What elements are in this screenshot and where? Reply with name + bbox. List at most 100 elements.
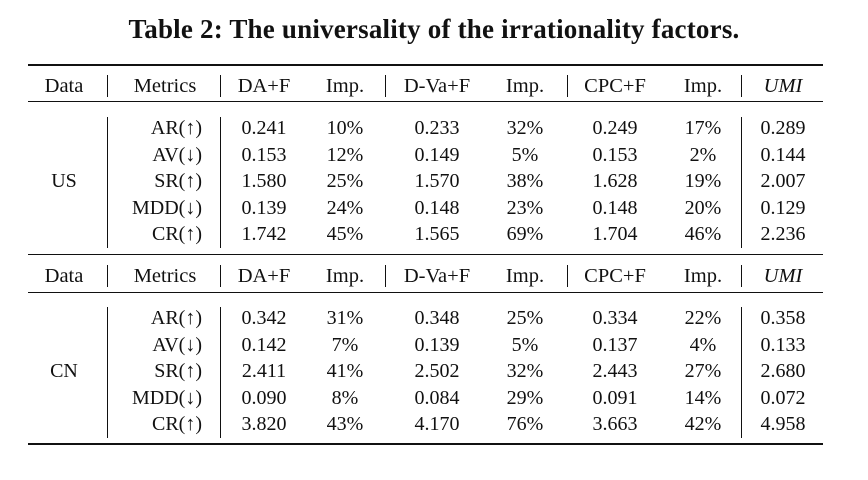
column-header: Metrics xyxy=(133,75,197,97)
header-column-divider xyxy=(220,265,221,287)
body-column-divider xyxy=(107,117,108,248)
header-column-divider xyxy=(107,265,108,287)
table-cell: 25% xyxy=(326,170,364,192)
table-cell: 1.742 xyxy=(241,223,287,245)
block-separator-rule xyxy=(28,254,823,255)
table-cell: 0.090 xyxy=(241,386,287,409)
metric-label: AV(↓) xyxy=(152,333,202,356)
table-cell: 1.704 xyxy=(592,223,638,245)
table-cell: 0.153 xyxy=(241,143,287,166)
table-cell: 0.334 xyxy=(592,307,638,329)
column-header: Imp. xyxy=(505,265,545,287)
table-cell: 69% xyxy=(506,223,544,245)
table-cell: 29% xyxy=(506,386,544,409)
table-cell: 2.680 xyxy=(760,360,806,382)
table-cell: 1.570 xyxy=(414,170,460,192)
metric-label: CR(↑) xyxy=(152,223,202,245)
table-cell: 0.148 xyxy=(592,196,638,219)
table-cell: 7% xyxy=(331,333,359,356)
column-header: UMI xyxy=(763,75,803,97)
bottom-rule xyxy=(28,443,823,445)
metric-label: AR(↑) xyxy=(150,117,202,139)
data-label: CN xyxy=(50,360,78,382)
table-cell: 22% xyxy=(684,307,722,329)
header-column-divider xyxy=(107,75,108,97)
table-cell: 27% xyxy=(684,360,722,382)
table-cell: 25% xyxy=(506,307,544,329)
table-cell: 0.133 xyxy=(760,333,806,356)
metric-label: MDD(↓) xyxy=(132,196,202,219)
table-cell: 0.091 xyxy=(592,386,638,409)
table-cell: 19% xyxy=(684,170,722,192)
table-cell: 0.241 xyxy=(241,117,287,139)
table-cell: 41% xyxy=(326,360,364,382)
table-cell: 0.342 xyxy=(241,307,287,329)
table-cell: 0.358 xyxy=(760,307,806,329)
header-column-divider xyxy=(385,75,386,97)
table-cell: 42% xyxy=(684,413,722,435)
data-label: US xyxy=(51,170,77,192)
table-cell: 0.249 xyxy=(592,117,638,139)
table-cell: 0.072 xyxy=(760,386,806,409)
body-column-divider xyxy=(220,307,221,438)
column-header: Imp. xyxy=(683,75,723,97)
body-column-divider xyxy=(741,117,742,248)
table-cell: 0.149 xyxy=(414,143,460,166)
header-column-divider xyxy=(741,75,742,97)
table-cell: 2.502 xyxy=(414,360,460,382)
metric-label: SR(↑) xyxy=(154,170,202,192)
table-cell: 0.137 xyxy=(592,333,638,356)
column-header: UMI xyxy=(763,265,803,287)
table-cell: 0.142 xyxy=(241,333,287,356)
table-cell: 5% xyxy=(511,333,539,356)
table-cell: 20% xyxy=(684,196,722,219)
table-cell: 0.289 xyxy=(760,117,806,139)
table-cell: 0.348 xyxy=(414,307,460,329)
table-cell: 3.663 xyxy=(592,413,638,435)
metric-label: AV(↓) xyxy=(152,143,202,166)
column-header: CPC+F xyxy=(584,265,646,287)
column-header: CPC+F xyxy=(584,75,646,97)
header-column-divider xyxy=(567,75,568,97)
metric-label: SR(↑) xyxy=(154,360,202,382)
table-cell: 2.007 xyxy=(760,170,806,192)
column-header: DA+F xyxy=(237,265,291,287)
column-header: D-Va+F xyxy=(403,265,471,287)
header-column-divider xyxy=(741,265,742,287)
column-header: Data xyxy=(44,265,84,287)
table-cell: 12% xyxy=(326,143,364,166)
metric-label: AR(↑) xyxy=(150,307,202,329)
top-rule xyxy=(28,64,823,66)
table-cell: 0.144 xyxy=(760,143,806,166)
table-cell: 0.153 xyxy=(592,143,638,166)
table-cell: 1.580 xyxy=(241,170,287,192)
body-column-divider xyxy=(220,117,221,248)
table-cell: 32% xyxy=(506,117,544,139)
table-cell: 2.411 xyxy=(241,360,287,382)
column-header: DA+F xyxy=(237,75,291,97)
body-column-divider xyxy=(107,307,108,438)
table-cell: 2.443 xyxy=(592,360,638,382)
table-cell: 43% xyxy=(326,413,364,435)
table-cell: 45% xyxy=(326,223,364,245)
table-cell: 5% xyxy=(511,143,539,166)
table-cell: 38% xyxy=(506,170,544,192)
table-cell: 10% xyxy=(326,117,364,139)
table-cell: 23% xyxy=(506,196,544,219)
column-header: D-Va+F xyxy=(403,75,471,97)
table-cell: 0.084 xyxy=(414,386,460,409)
column-header: Imp. xyxy=(505,75,545,97)
table-cell: 1.565 xyxy=(414,223,460,245)
table-cell: 0.148 xyxy=(414,196,460,219)
table-cell: 2.236 xyxy=(760,223,806,245)
header-rule xyxy=(28,292,823,293)
column-header: Imp. xyxy=(325,265,365,287)
table-caption: Table 2: The universality of the irratio… xyxy=(128,14,740,44)
table-cell: 0.139 xyxy=(241,196,287,219)
header-column-divider xyxy=(385,265,386,287)
table-cell: 0.129 xyxy=(760,196,806,219)
table-cell: 14% xyxy=(684,386,722,409)
header-column-divider xyxy=(567,265,568,287)
table-cell: 4.170 xyxy=(414,413,460,435)
table-cell: 4% xyxy=(689,333,717,356)
